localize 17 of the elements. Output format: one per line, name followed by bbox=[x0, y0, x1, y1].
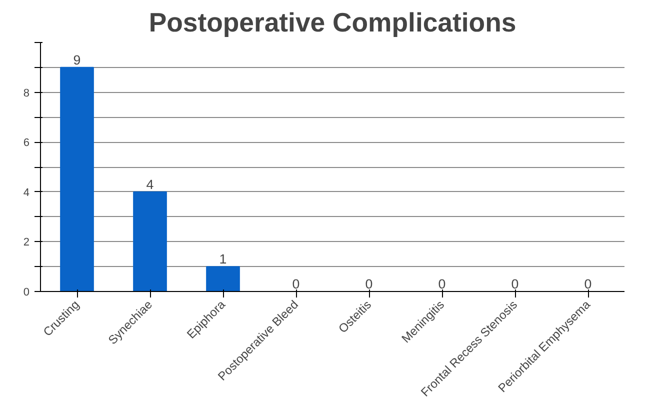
data-label: 0 bbox=[365, 276, 373, 292]
data-label: 0 bbox=[511, 276, 519, 292]
y-tick-label: 4 bbox=[23, 186, 30, 199]
bar bbox=[60, 66, 94, 292]
data-label: 9 bbox=[73, 52, 81, 68]
y-tick-label: 0 bbox=[23, 286, 30, 298]
data-label: 0 bbox=[292, 276, 300, 292]
y-tick-label: 8 bbox=[23, 87, 30, 100]
y-tick-label: 2 bbox=[23, 236, 30, 249]
data-label: 0 bbox=[584, 276, 592, 292]
data-label: 1 bbox=[219, 252, 227, 267]
bar bbox=[206, 266, 240, 292]
data-label: 4 bbox=[146, 176, 154, 192]
data-label: 0 bbox=[438, 276, 446, 292]
bar bbox=[133, 191, 167, 292]
y-tick-label: 6 bbox=[23, 137, 30, 150]
chart-title: Postoperative Complications bbox=[148, 8, 516, 38]
